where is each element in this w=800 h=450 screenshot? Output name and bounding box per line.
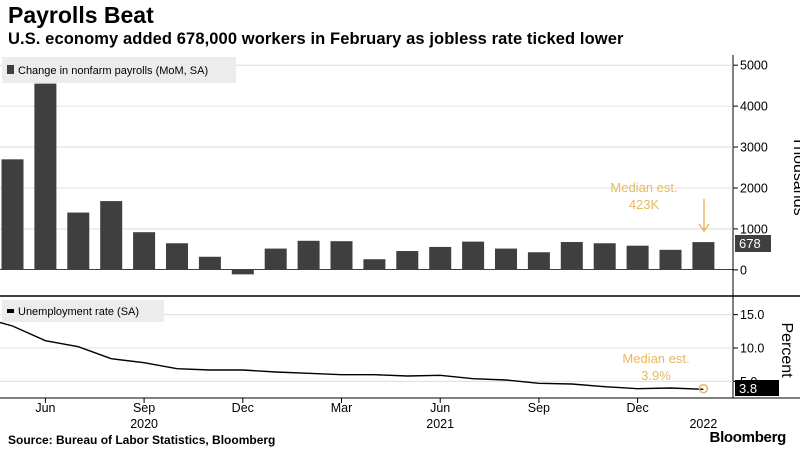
bar	[396, 251, 419, 270]
bar	[462, 241, 485, 270]
bar-y-tick-label: 1000	[740, 222, 768, 236]
line-legend-swatch	[7, 309, 14, 313]
x-tick-label: Sep	[528, 401, 550, 415]
bar-legend-swatch	[7, 65, 14, 74]
bar	[100, 201, 123, 270]
bar	[297, 240, 320, 270]
bar	[231, 269, 254, 275]
bar-y-ticks: 0 1000 2000 3000 4000 5000	[733, 59, 768, 277]
bar	[34, 83, 57, 270]
bar	[133, 232, 156, 270]
bar	[429, 246, 452, 270]
payrolls-median-value: 423K	[629, 197, 660, 212]
line-y-axis-title: Percent	[778, 322, 795, 378]
bar	[692, 242, 715, 270]
chart-title: Payrolls Beat	[8, 2, 154, 28]
bar	[166, 243, 188, 270]
bar	[659, 249, 682, 270]
bar	[626, 245, 649, 270]
bar	[264, 248, 287, 270]
bar-y-tick-label: 4000	[740, 100, 768, 114]
chart-subtitle: U.S. economy added 678,000 workers in Fe…	[8, 30, 624, 48]
bar	[67, 212, 90, 270]
line-legend: Unemployment rate (SA)	[2, 300, 164, 322]
unemployment-median-text: Median est.	[622, 351, 689, 366]
bar-y-tick-label: 5000	[740, 59, 768, 73]
payrolls-median-text: Median est.	[610, 180, 677, 195]
bar-legend-background	[2, 57, 236, 83]
line-latest-box	[735, 380, 779, 396]
x-tick-label: Jun	[35, 401, 55, 415]
x-year-label: 2022	[689, 417, 717, 431]
line-y-tick-label: 15.0	[740, 308, 764, 322]
bar-legend-label: Change in nonfarm payrolls (MoM, SA)	[18, 65, 208, 77]
unemployment-median-value: 3.9%	[641, 368, 671, 383]
bar	[527, 252, 550, 270]
x-year-label: 2021	[426, 417, 454, 431]
bar	[593, 243, 616, 270]
bar	[198, 256, 221, 270]
source-note: Source: Bureau of Labor Statistics, Bloo…	[8, 433, 276, 447]
bar	[363, 259, 386, 270]
brand-logo: Bloomberg	[709, 429, 787, 446]
line-y-ticks: 5.010.015.0	[733, 308, 764, 389]
payrolls-median-annotation: Median est. 423K	[610, 180, 710, 233]
unemployment-line	[0, 321, 704, 390]
bar	[330, 241, 353, 270]
x-tick-label: Dec	[232, 401, 254, 415]
bar-y-tick-label: 3000	[740, 141, 768, 155]
bar-latest-box	[735, 235, 771, 252]
line-legend-label: Unemployment rate (SA)	[18, 306, 139, 318]
x-tick-label: Dec	[626, 401, 648, 415]
bar-y-tick-label: 2000	[740, 181, 768, 195]
x-tick-label: Sep	[133, 401, 155, 415]
bar-series	[1, 83, 715, 275]
line-legend-background	[2, 300, 164, 322]
x-year-label: 2020	[130, 417, 158, 431]
bar-y-axis-title: Thousands	[790, 136, 800, 215]
bar-latest-value: 678	[739, 236, 761, 251]
median-marker	[698, 383, 709, 394]
median-arrow-head	[698, 223, 710, 233]
bar	[495, 248, 517, 270]
x-axis: Jun Sep Dec Mar Jun Sep Dec 2020 2021 2022	[35, 398, 717, 431]
bar-legend: Change in nonfarm payrolls (MoM, SA)	[2, 57, 236, 83]
line-latest-value: 3.8	[739, 381, 757, 396]
unemployment-median-annotation: Median est. 3.9%	[622, 351, 709, 394]
x-tick-label: Jun	[430, 401, 450, 415]
bar	[560, 242, 583, 270]
line-y-tick-label: 10.0	[740, 342, 764, 356]
bar-y-tick-label: 0	[740, 263, 747, 277]
x-tick-label: Mar	[331, 401, 353, 415]
line-gridlines	[0, 314, 733, 382]
bar	[1, 159, 24, 270]
